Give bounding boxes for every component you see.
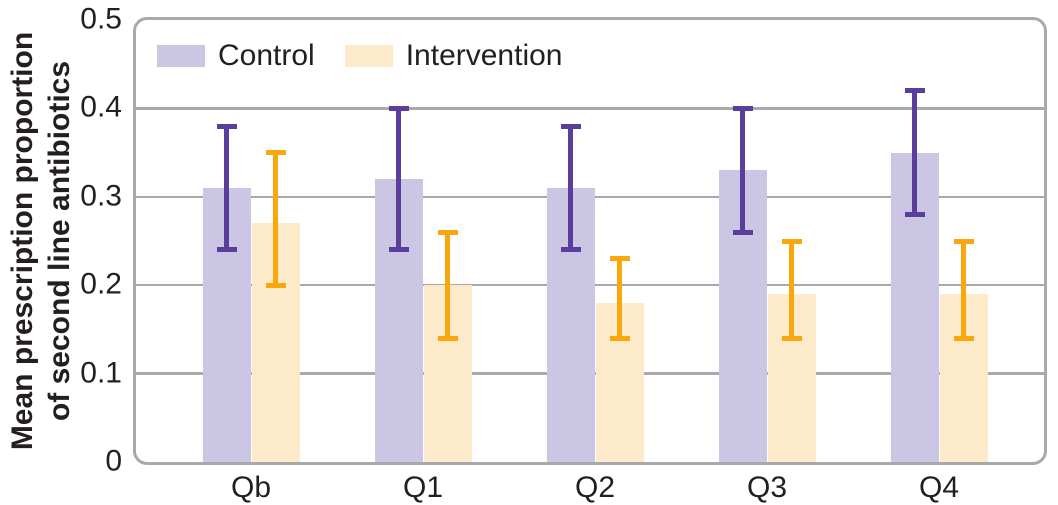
errorbar-cap-top-intervention-q2 bbox=[609, 256, 630, 262]
legend-label-intervention: Intervention bbox=[405, 39, 563, 72]
legend-item-control: Control bbox=[157, 41, 315, 71]
errorbar-cap-top-intervention-q4 bbox=[953, 238, 974, 244]
errorbar-cap-top-control-qb bbox=[216, 123, 237, 129]
errorbar-cap-bottom-intervention-q1 bbox=[437, 335, 458, 341]
errorbar-cap-top-intervention-q3 bbox=[781, 238, 802, 244]
errorbar-intervention-qb bbox=[273, 152, 278, 286]
x-tick-label-qb: Qb bbox=[230, 471, 272, 504]
errorbar-cap-top-intervention-qb bbox=[265, 150, 286, 156]
errorbar-cap-bottom-intervention-q3 bbox=[781, 335, 802, 341]
errorbar-intervention-q3 bbox=[789, 241, 794, 339]
errorbar-intervention-q1 bbox=[445, 232, 450, 339]
errorbar-cap-bottom-intervention-q2 bbox=[609, 335, 630, 341]
errorbar-cap-bottom-control-q4 bbox=[904, 211, 925, 217]
x-tick-label-q2: Q2 bbox=[574, 471, 616, 504]
errorbar-cap-top-control-q1 bbox=[388, 105, 409, 111]
errorbar-control-q1 bbox=[396, 108, 401, 250]
errorbar-control-qb bbox=[224, 126, 229, 250]
errorbar-cap-bottom-control-q1 bbox=[388, 247, 409, 253]
errorbar-cap-top-control-q3 bbox=[732, 105, 753, 111]
y-tick-label-0.5: 0.5 bbox=[80, 2, 122, 36]
y-tick-label-0: 0 bbox=[105, 444, 122, 478]
errorbar-intervention-q4 bbox=[961, 241, 966, 339]
gridline-0.4 bbox=[136, 107, 1044, 110]
y-tick-label-0.2: 0.2 bbox=[80, 267, 122, 301]
errorbar-control-q4 bbox=[912, 90, 917, 215]
plot-inner bbox=[136, 20, 1044, 462]
legend: Control Intervention bbox=[157, 41, 563, 71]
x-tick-label-q4: Q4 bbox=[918, 471, 960, 504]
y-tick-label-0.4: 0.4 bbox=[80, 90, 122, 124]
legend-label-control: Control bbox=[218, 39, 315, 72]
y-tick-label-0.1: 0.1 bbox=[80, 355, 122, 389]
x-tick-label-q1: Q1 bbox=[402, 471, 444, 504]
errorbar-cap-top-control-q2 bbox=[560, 123, 581, 129]
errorbar-intervention-q2 bbox=[617, 258, 622, 339]
errorbar-cap-bottom-control-q3 bbox=[732, 229, 753, 235]
errorbar-cap-bottom-control-q2 bbox=[560, 247, 581, 253]
errorbar-control-q3 bbox=[740, 108, 745, 233]
errorbar-cap-bottom-intervention-q4 bbox=[953, 335, 974, 341]
legend-swatch-control bbox=[157, 45, 205, 67]
y-tick-label-0.3: 0.3 bbox=[80, 179, 122, 213]
errorbar-cap-top-control-q4 bbox=[904, 88, 925, 94]
legend-item-intervention: Intervention bbox=[344, 39, 563, 72]
legend-swatch-intervention bbox=[344, 45, 393, 67]
errorbar-cap-top-intervention-q1 bbox=[437, 229, 458, 235]
errorbar-cap-bottom-intervention-qb bbox=[265, 282, 286, 288]
x-tick-label-q3: Q3 bbox=[746, 471, 788, 504]
plot-area: Control Intervention bbox=[133, 17, 1047, 465]
errorbar-cap-bottom-control-qb bbox=[216, 247, 237, 253]
errorbar-control-q2 bbox=[568, 126, 573, 250]
